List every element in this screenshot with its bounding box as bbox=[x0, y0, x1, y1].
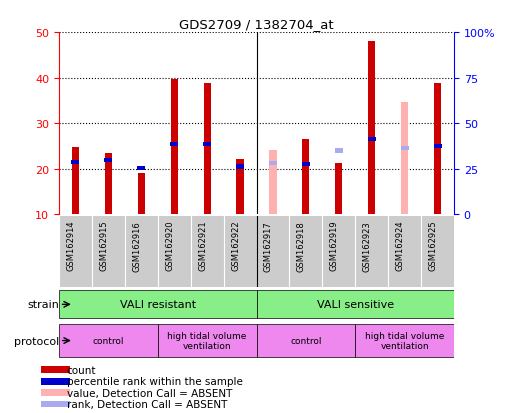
Bar bbox=[236, 165, 244, 169]
Bar bbox=[204, 84, 211, 215]
Bar bbox=[170, 142, 178, 146]
Text: VALI sensitive: VALI sensitive bbox=[317, 299, 394, 310]
Bar bbox=[335, 164, 342, 215]
Text: GSM162923: GSM162923 bbox=[363, 221, 372, 271]
Text: GSM162925: GSM162925 bbox=[428, 221, 438, 271]
Text: GSM162918: GSM162918 bbox=[297, 221, 306, 271]
Text: GSM162921: GSM162921 bbox=[198, 221, 207, 271]
Bar bbox=[335, 149, 343, 153]
Bar bbox=[355, 324, 454, 357]
Text: rank, Detection Call = ABSENT: rank, Detection Call = ABSENT bbox=[67, 399, 227, 409]
Bar bbox=[302, 140, 309, 215]
Text: GSM162920: GSM162920 bbox=[165, 221, 174, 271]
Bar bbox=[401, 102, 408, 215]
Bar bbox=[302, 163, 310, 167]
Bar bbox=[433, 145, 442, 149]
Text: value, Detection Call = ABSENT: value, Detection Call = ABSENT bbox=[67, 388, 232, 398]
Text: high tidal volume
ventilation: high tidal volume ventilation bbox=[167, 331, 247, 350]
Bar bbox=[137, 174, 145, 215]
Bar bbox=[72, 147, 79, 215]
Text: protocol: protocol bbox=[14, 336, 60, 346]
Bar bbox=[137, 166, 145, 171]
Bar bbox=[158, 324, 256, 357]
Text: GSM162924: GSM162924 bbox=[396, 221, 405, 271]
Bar bbox=[236, 159, 244, 215]
Bar bbox=[269, 150, 277, 215]
Bar bbox=[104, 158, 112, 162]
Text: high tidal volume
ventilation: high tidal volume ventilation bbox=[365, 331, 444, 350]
Bar bbox=[171, 80, 178, 215]
Bar bbox=[41, 389, 70, 396]
Text: GSM162919: GSM162919 bbox=[330, 221, 339, 271]
Bar bbox=[71, 161, 80, 164]
Bar bbox=[269, 162, 277, 166]
Text: GSM162922: GSM162922 bbox=[231, 221, 240, 271]
Text: count: count bbox=[67, 365, 96, 375]
Bar bbox=[256, 324, 355, 357]
Bar bbox=[203, 142, 211, 146]
Bar bbox=[434, 84, 441, 215]
Text: GSM162917: GSM162917 bbox=[264, 221, 273, 271]
Bar bbox=[368, 42, 376, 215]
Text: strain: strain bbox=[28, 299, 60, 310]
Text: control: control bbox=[93, 336, 124, 345]
Text: VALI resistant: VALI resistant bbox=[120, 299, 196, 310]
Bar bbox=[59, 324, 158, 357]
Text: percentile rank within the sample: percentile rank within the sample bbox=[67, 376, 243, 386]
Text: control: control bbox=[290, 336, 322, 345]
Bar bbox=[105, 154, 112, 215]
Bar bbox=[41, 401, 70, 408]
Text: GSM162916: GSM162916 bbox=[132, 221, 141, 271]
Title: GDS2709 / 1382704_at: GDS2709 / 1382704_at bbox=[179, 17, 334, 31]
Bar bbox=[41, 378, 70, 385]
Text: GSM162914: GSM162914 bbox=[67, 221, 75, 271]
Bar bbox=[335, 149, 343, 153]
Bar bbox=[41, 367, 70, 373]
Bar bbox=[59, 291, 256, 318]
Bar bbox=[368, 138, 376, 142]
Bar bbox=[256, 291, 454, 318]
Bar bbox=[401, 147, 409, 151]
Text: GSM162915: GSM162915 bbox=[100, 221, 108, 271]
